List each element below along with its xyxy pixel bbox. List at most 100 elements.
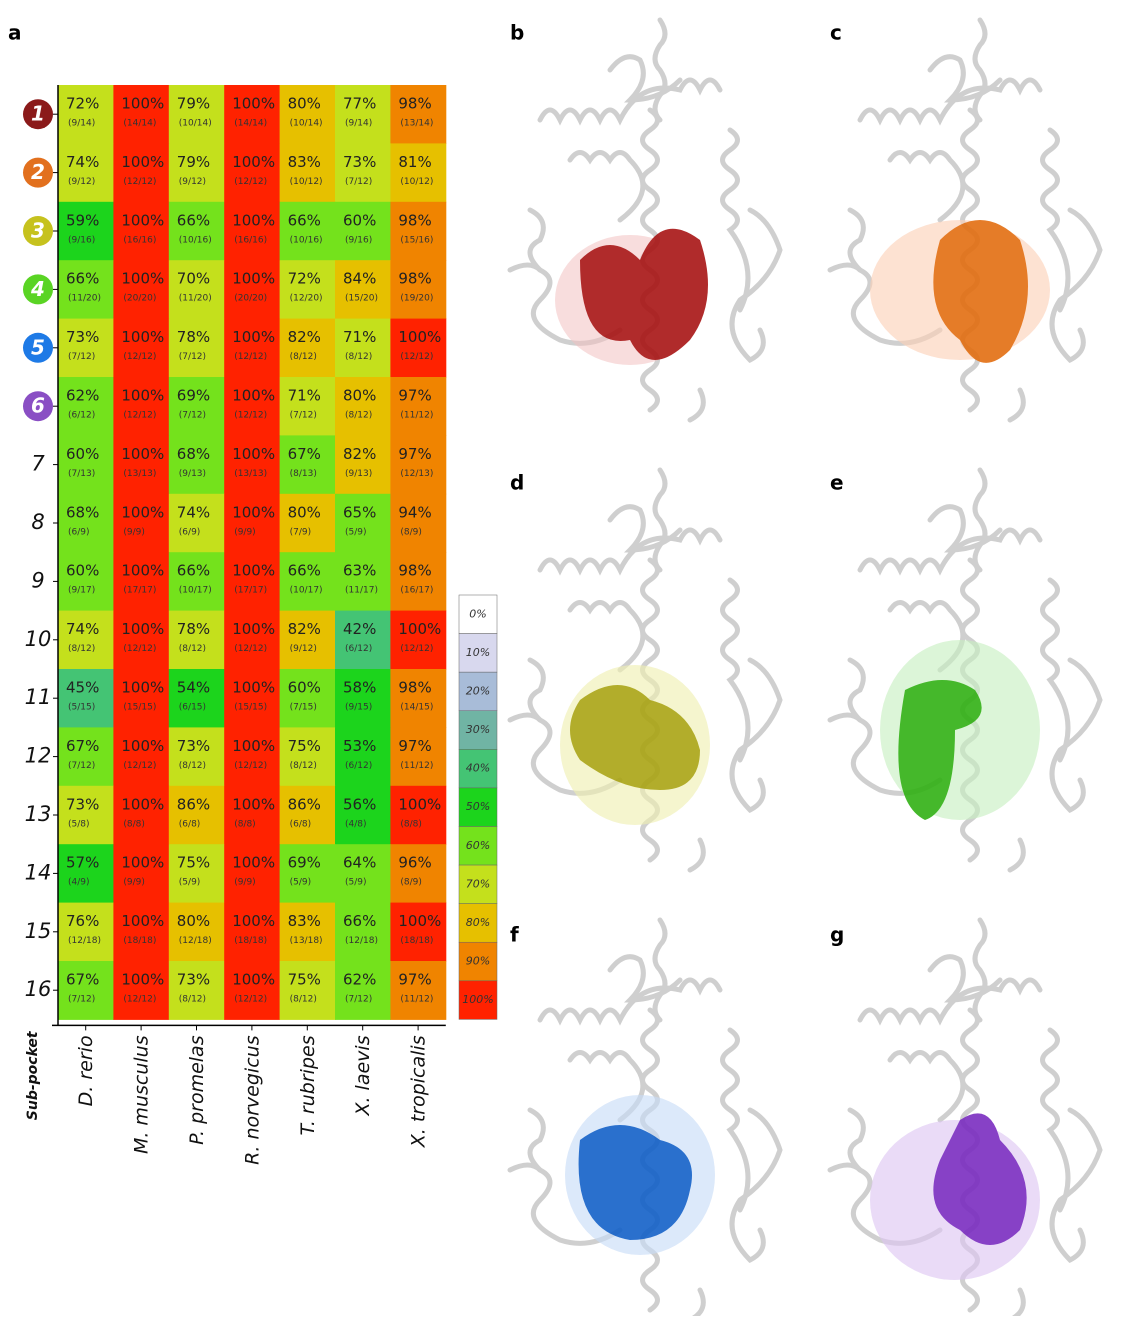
cell-fraction-label: (8/12) bbox=[179, 995, 206, 1005]
cell-value-label: 100% bbox=[232, 211, 275, 229]
cell-value-label: 98% bbox=[398, 211, 431, 229]
cell-value-label: 100% bbox=[232, 971, 275, 989]
cell-fraction-label: (7/9) bbox=[290, 527, 312, 537]
cell-fraction-label: (5/9) bbox=[345, 878, 367, 888]
figure: a (() => { const data = JSON.parse(docum… bbox=[0, 0, 1135, 1316]
colorbar-label: 100% bbox=[462, 993, 493, 1006]
cell-value-label: 78% bbox=[177, 620, 210, 638]
cell-value-label: 66% bbox=[177, 562, 210, 580]
cell-value-label: 72% bbox=[288, 270, 321, 288]
cell-value-label: 70% bbox=[177, 270, 210, 288]
cell-fraction-label: (7/12) bbox=[290, 411, 317, 421]
cell-fraction-label: (10/17) bbox=[290, 586, 323, 596]
cell-value-label: 86% bbox=[177, 795, 210, 813]
cell-value-label: 60% bbox=[66, 562, 99, 580]
cell-fraction-label: (6/9) bbox=[179, 527, 201, 537]
cell-value-label: 66% bbox=[343, 912, 376, 930]
cell-fraction-label: (14/14) bbox=[123, 119, 156, 129]
cell-value-label: 71% bbox=[343, 328, 376, 346]
cell-value-label: 59% bbox=[66, 211, 99, 229]
panel-label: c bbox=[830, 21, 842, 45]
cell-value-label: 60% bbox=[66, 445, 99, 463]
cell-fraction-label: (8/13) bbox=[290, 469, 317, 479]
cell-value-label: 100% bbox=[121, 153, 164, 171]
cell-fraction-label: (12/18) bbox=[68, 936, 101, 946]
cell-fraction-label: (15/15) bbox=[234, 703, 267, 713]
cell-value-label: 66% bbox=[177, 211, 210, 229]
cell-fraction-label: (12/12) bbox=[234, 352, 267, 362]
cell-value-label: 82% bbox=[288, 620, 321, 638]
cell-fraction-label: (10/17) bbox=[179, 586, 212, 596]
colorbar-label: 90% bbox=[466, 955, 490, 968]
cell-fraction-label: (17/17) bbox=[123, 586, 156, 596]
cell-value-label: 75% bbox=[288, 737, 321, 755]
column-label: X. laevis bbox=[352, 1035, 374, 1116]
panel-label: a bbox=[8, 21, 22, 45]
cell-fraction-label: (12/12) bbox=[234, 177, 267, 187]
cell-fraction-label: (6/12) bbox=[68, 411, 95, 421]
cell-value-label: 100% bbox=[232, 503, 275, 521]
cell-value-label: 100% bbox=[121, 620, 164, 638]
cell-value-label: 56% bbox=[343, 795, 376, 813]
cell-value-label: 100% bbox=[121, 679, 164, 697]
cell-fraction-label: (11/12) bbox=[400, 761, 433, 771]
cell-value-label: 60% bbox=[288, 679, 321, 697]
cell-fraction-label: (12/13) bbox=[400, 469, 433, 479]
cell-value-label: 57% bbox=[66, 854, 99, 872]
cell-fraction-label: (16/16) bbox=[123, 235, 156, 245]
cell-value-label: 100% bbox=[121, 971, 164, 989]
cell-fraction-label: (7/13) bbox=[68, 469, 95, 479]
cell-value-label: 100% bbox=[232, 912, 275, 930]
cell-value-label: 84% bbox=[343, 270, 376, 288]
cell-fraction-label: (9/15) bbox=[345, 703, 372, 713]
cell-value-label: 72% bbox=[66, 95, 99, 113]
panel-label: d bbox=[510, 471, 524, 495]
cell-value-label: 67% bbox=[66, 737, 99, 755]
cell-value-label: 97% bbox=[398, 737, 431, 755]
cell-value-label: 66% bbox=[66, 270, 99, 288]
cell-fraction-label: (6/12) bbox=[345, 761, 372, 771]
cell-fraction-label: (9/13) bbox=[345, 469, 372, 479]
cell-fraction-label: (7/15) bbox=[290, 703, 317, 713]
panel-label: b bbox=[510, 21, 524, 45]
cell-value-label: 68% bbox=[177, 445, 210, 463]
cell-value-label: 81% bbox=[398, 153, 431, 171]
cell-fraction-label: (9/9) bbox=[234, 878, 256, 888]
cell-fraction-label: (5/9) bbox=[290, 878, 312, 888]
cell-fraction-label: (8/8) bbox=[234, 819, 256, 829]
cell-fraction-label: (13/13) bbox=[123, 469, 156, 479]
colorbar-label: 40% bbox=[466, 762, 490, 775]
cell-value-label: 98% bbox=[398, 95, 431, 113]
panel-label: e bbox=[830, 471, 844, 495]
cell-fraction-label: (5/9) bbox=[345, 527, 367, 537]
cell-fraction-label: (14/14) bbox=[234, 119, 267, 129]
cell-value-label: 100% bbox=[398, 328, 441, 346]
cell-value-label: 94% bbox=[398, 503, 431, 521]
cell-value-label: 100% bbox=[121, 95, 164, 113]
cell-fraction-label: (5/8) bbox=[68, 819, 90, 829]
cell-value-label: 100% bbox=[232, 737, 275, 755]
cell-fraction-label: (8/12) bbox=[345, 352, 372, 362]
cell-fraction-label: (9/12) bbox=[179, 177, 206, 187]
cell-fraction-label: (9/17) bbox=[68, 586, 95, 596]
cell-value-label: 100% bbox=[232, 328, 275, 346]
cell-fraction-label: (9/14) bbox=[68, 119, 95, 129]
cell-fraction-label: (12/12) bbox=[123, 761, 156, 771]
cell-fraction-label: (9/9) bbox=[123, 527, 145, 537]
cell-fraction-label: (10/16) bbox=[179, 235, 212, 245]
cell-fraction-label: (18/18) bbox=[123, 936, 156, 946]
row-label: 1 bbox=[31, 102, 45, 126]
row-label: 16 bbox=[25, 977, 52, 1001]
cell-value-label: 68% bbox=[66, 503, 99, 521]
cell-fraction-label: (9/12) bbox=[68, 177, 95, 187]
cell-value-label: 54% bbox=[177, 679, 210, 697]
panel-label: g bbox=[830, 923, 844, 947]
cell-fraction-label: (20/20) bbox=[123, 294, 156, 304]
cell-fraction-label: (12/18) bbox=[179, 936, 212, 946]
cell-fraction-label: (9/13) bbox=[179, 469, 206, 479]
cell-value-label: 73% bbox=[177, 971, 210, 989]
row-label: 13 bbox=[25, 802, 52, 826]
cell-value-label: 98% bbox=[398, 679, 431, 697]
cell-fraction-label: (12/12) bbox=[234, 411, 267, 421]
cell-fraction-label: (18/18) bbox=[234, 936, 267, 946]
